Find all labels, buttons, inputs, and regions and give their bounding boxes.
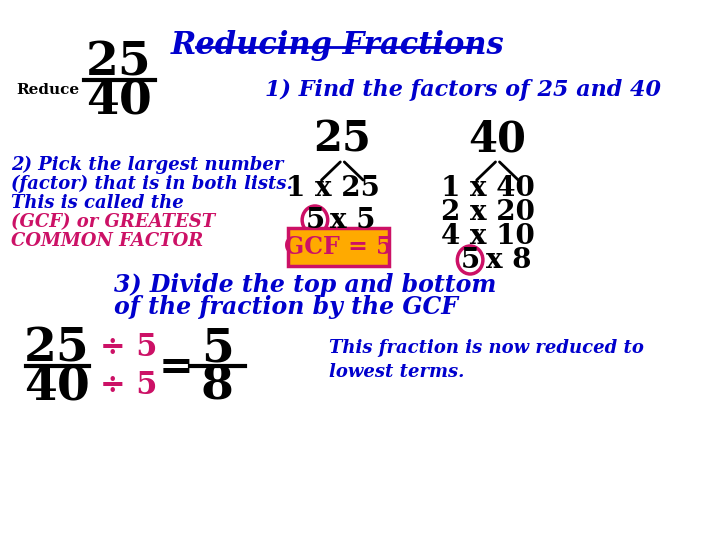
Text: of the fraction by the GCF: of the fraction by the GCF [114, 295, 458, 319]
Text: 1 x 25: 1 x 25 [287, 174, 380, 201]
Text: =: = [159, 346, 194, 388]
Text: 40: 40 [24, 363, 89, 409]
Text: (factor) that is in both lists.: (factor) that is in both lists. [11, 175, 293, 193]
Text: Reduce: Reduce [17, 83, 79, 97]
Text: 4 x 10: 4 x 10 [441, 222, 535, 249]
Text: This is called the: This is called the [11, 194, 184, 212]
Text: COMMON FACTOR: COMMON FACTOR [11, 232, 203, 250]
Text: 1 x 40: 1 x 40 [441, 174, 535, 201]
Text: 5: 5 [305, 206, 325, 233]
Text: x 5: x 5 [330, 206, 376, 233]
Text: 2 x 20: 2 x 20 [441, 199, 535, 226]
Text: 25: 25 [86, 39, 151, 85]
Text: (GCF) or GREATEST: (GCF) or GREATEST [11, 213, 215, 231]
Text: 40: 40 [86, 77, 152, 123]
Text: 3) Divide the top and bottom: 3) Divide the top and bottom [114, 273, 497, 297]
FancyBboxPatch shape [289, 228, 389, 266]
Text: This fraction is now reduced to: This fraction is now reduced to [328, 339, 644, 357]
Text: GCF = 5: GCF = 5 [284, 235, 393, 259]
Text: 5: 5 [201, 325, 234, 371]
Text: 25: 25 [313, 119, 372, 161]
Text: ÷ 5: ÷ 5 [100, 333, 158, 363]
Text: Reducing Fractions: Reducing Fractions [171, 30, 505, 61]
Text: lowest terms.: lowest terms. [328, 363, 464, 381]
Text: ÷ 5: ÷ 5 [100, 370, 158, 402]
Text: 25: 25 [24, 325, 89, 371]
Text: 5: 5 [461, 246, 480, 273]
Text: 2) Pick the largest number: 2) Pick the largest number [11, 156, 284, 174]
Text: x 8: x 8 [485, 246, 531, 273]
Text: 1) Find the factors of 25 and 40: 1) Find the factors of 25 and 40 [265, 79, 661, 101]
Text: 8: 8 [201, 363, 234, 409]
Text: 40: 40 [469, 119, 526, 161]
